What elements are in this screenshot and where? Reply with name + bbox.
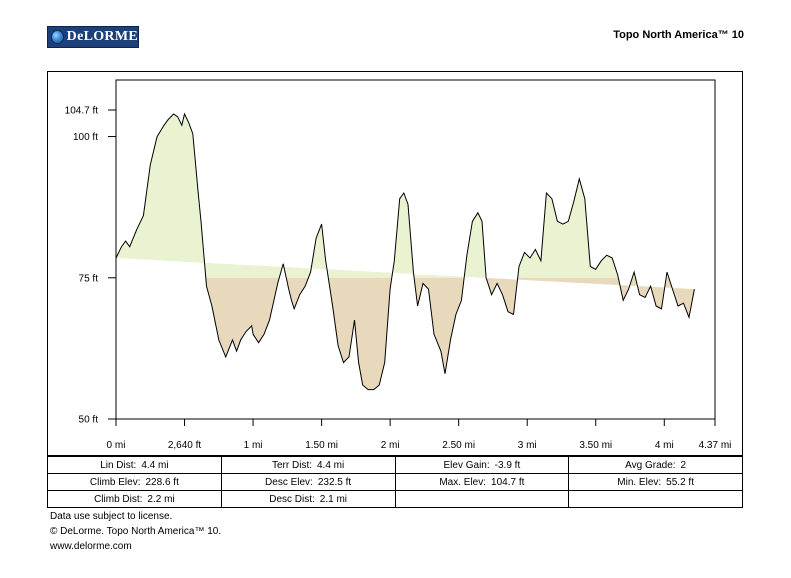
stat-label: Elev Gain: xyxy=(443,459,490,471)
y-tick-label: 100 ft xyxy=(73,132,98,143)
stats-row: Lin Dist: 4.4 mi Terr Dist: 4.4 mi Elev Gain… xyxy=(47,456,743,474)
stat-value: 4.4 mi xyxy=(317,459,345,471)
stat-value: -3.9 ft xyxy=(494,459,521,471)
stats-row: Climb Elev: 228.6 ft Desc Elev: 232.5 ft Max… xyxy=(47,473,743,491)
stats-cell: Desc Elev: 232.5 ft xyxy=(220,473,396,491)
footer: Data use subject to license. © DeLorme. … xyxy=(50,509,221,554)
stats-cell xyxy=(394,490,570,508)
stat-label: Avg Grade: xyxy=(625,459,676,471)
copyright-text: © DeLorme. Topo North America™ 10. xyxy=(50,526,222,537)
stat-label: Min. Elev: xyxy=(617,476,662,488)
plot-area xyxy=(115,79,716,420)
x-tick-label: 1 mi xyxy=(244,440,263,451)
stat-label: Terr Dist: xyxy=(272,459,312,471)
x-tick-label: 4.37 mi xyxy=(699,440,732,451)
stats-cell: Max. Elev: 104.7 ft xyxy=(394,473,570,491)
license-text: Data use subject to license. xyxy=(50,511,173,522)
x-tick-label: 2,640 ft xyxy=(168,440,202,451)
y-tick-label: 50 ft xyxy=(79,415,99,426)
stats-cell: Avg Grade: 2 xyxy=(568,456,743,474)
stat-label: Climb Dist: xyxy=(94,493,143,505)
x-tick-label: 1.50 mi xyxy=(305,440,338,451)
stats-cell: Min. Elev: 55.2 ft xyxy=(568,473,743,491)
stat-value: 104.7 ft xyxy=(491,476,525,488)
elevation-area-above xyxy=(116,114,669,278)
website-link[interactable]: www.delorme.com xyxy=(50,541,132,552)
product-title: Topo North America™ 10 xyxy=(613,29,744,41)
stat-value: 4.4 mi xyxy=(141,459,169,471)
logo-text: DeLORME xyxy=(66,29,138,44)
delorme-logo: DeLORME xyxy=(47,26,139,48)
stats-row: Climb Dist: 2.2 mi Desc Dist: 2.1 mi xyxy=(47,490,743,508)
stat-label: Max. Elev: xyxy=(439,476,487,488)
stats-cell xyxy=(568,490,743,508)
stat-value: 228.6 ft xyxy=(145,476,179,488)
x-tick-label: 4 mi xyxy=(655,440,674,451)
chart-frame xyxy=(47,71,743,456)
stat-value: 2.2 mi xyxy=(147,493,175,505)
y-axis: 50 ft 75 ft 100 ft 104.7 ft xyxy=(65,106,116,426)
stat-label: Lin Dist: xyxy=(100,459,137,471)
stat-value: 2 xyxy=(680,459,687,471)
stats-cell: Elev Gain: -3.9 ft xyxy=(394,456,570,474)
elevation-chart: 0 mi 2,640 ft 1 mi 1.50 mi 2 mi 2.50 mi 3 mi 3.… xyxy=(65,79,732,451)
stats-cell: Climb Dist: 2.2 mi xyxy=(47,490,222,508)
stat-value: 55.2 ft xyxy=(666,476,694,488)
x-axis: 0 mi 2,640 ft 1 mi 1.50 mi 2 mi 2.50 mi 3 mi 3.… xyxy=(107,419,732,451)
stat-label: Desc Elev: xyxy=(265,476,313,488)
globe-icon xyxy=(51,30,64,44)
y-tick-label: 104.7 ft xyxy=(65,106,99,117)
stat-value: 232.5 ft xyxy=(317,476,352,488)
stat-label: Climb Elev: xyxy=(89,476,141,488)
x-tick-label: 2 mi xyxy=(381,440,400,451)
stat-label: Desc Dist: xyxy=(269,493,315,505)
elevation-profile-line xyxy=(115,112,695,391)
stats-cell: Desc Dist: 2.1 mi xyxy=(220,490,396,508)
stats-cell: Lin Dist: 4.4 mi xyxy=(47,456,222,474)
stats-cell: Terr Dist: 4.4 mi xyxy=(220,456,396,474)
stats-cell: Climb Elev: 228.6 ft xyxy=(47,473,222,491)
x-tick-label: 3 mi xyxy=(518,440,537,451)
elevation-area-below xyxy=(205,277,695,390)
x-tick-label: 3.50 mi xyxy=(579,440,612,451)
x-tick-label: 2.50 mi xyxy=(442,440,475,451)
x-tick-label: 0 mi xyxy=(107,440,126,451)
y-tick-label: 75 ft xyxy=(79,273,99,284)
stat-value: 2.1 mi xyxy=(319,493,348,505)
stats-table: Lin Dist: 4.4 mi Terr Dist: 4.4 mi Elev Gain… xyxy=(47,456,743,508)
